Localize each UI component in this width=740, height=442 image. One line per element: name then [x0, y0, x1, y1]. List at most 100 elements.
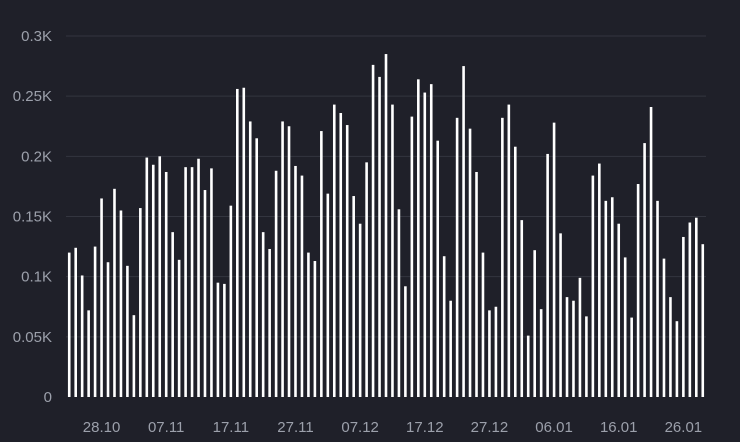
bar — [371, 64, 375, 397]
bar — [80, 275, 84, 397]
bar — [526, 335, 530, 397]
bar — [675, 321, 679, 397]
bar — [391, 104, 394, 397]
bar — [307, 252, 310, 397]
x-tick-label: 17.11 — [213, 419, 249, 436]
bar — [164, 171, 168, 397]
bar — [501, 117, 504, 397]
bar — [449, 300, 452, 397]
bar — [513, 146, 517, 397]
x-tick-label: 27.11 — [277, 419, 313, 436]
bar — [533, 250, 536, 397]
bar — [313, 261, 317, 397]
bar — [255, 138, 259, 397]
bar — [93, 246, 97, 397]
bar — [669, 297, 672, 397]
bar — [332, 104, 336, 397]
bar — [429, 84, 433, 397]
bar — [177, 259, 181, 397]
bar — [662, 258, 666, 397]
bar — [345, 125, 349, 398]
bar — [423, 92, 427, 397]
bar — [74, 247, 77, 397]
bar — [572, 300, 575, 397]
bars — [67, 54, 705, 398]
bar — [145, 157, 149, 397]
x-tick-label: 16.01 — [600, 419, 638, 436]
bar — [507, 104, 511, 397]
bar — [520, 220, 524, 397]
bar — [442, 256, 446, 397]
y-tick-label: 0.3K — [21, 28, 52, 45]
bar — [682, 236, 685, 397]
bar — [352, 196, 355, 397]
y-tick-label: 0.25K — [13, 88, 52, 105]
bar — [468, 128, 472, 397]
bar — [404, 286, 407, 397]
bar — [559, 233, 562, 397]
x-tick-label: 26.01 — [665, 419, 703, 436]
bar — [410, 116, 414, 398]
bar — [300, 175, 304, 397]
bar — [656, 200, 659, 397]
bar — [184, 167, 187, 397]
bar — [546, 153, 549, 397]
bar — [695, 217, 698, 397]
bar — [223, 283, 226, 397]
bar — [649, 107, 653, 397]
bar — [578, 277, 582, 397]
bar — [326, 193, 330, 397]
bar — [236, 88, 239, 397]
bar — [151, 164, 155, 397]
bar — [604, 200, 608, 397]
bar — [565, 297, 569, 397]
bar — [598, 163, 601, 397]
bar — [384, 54, 388, 398]
bar — [630, 317, 633, 397]
bar — [623, 257, 627, 397]
bar — [481, 252, 485, 397]
bar — [139, 208, 142, 397]
bar — [462, 66, 465, 397]
x-axis-ticks: 28.10 07.11 17.11 27.11 07.12 17.12 27.12 06.01… — [83, 419, 702, 436]
x-tick-label: 28.10 — [83, 419, 121, 436]
bar — [688, 222, 692, 397]
bar — [585, 316, 588, 397]
y-axis-ticks: 0 0.05K 0.1K 0.15K 0.2K 0.25K 0.3K — [13, 28, 52, 406]
y-tick-label: 0.15K — [13, 209, 52, 226]
y-tick-label: 0.05K — [13, 329, 52, 346]
bar — [197, 158, 200, 397]
x-tick-label: 07.11 — [148, 419, 184, 436]
bar — [378, 76, 381, 397]
bar — [617, 223, 621, 397]
y-tick-label: 0 — [44, 389, 52, 406]
bar — [320, 131, 323, 397]
bar — [158, 156, 162, 397]
bar — [67, 252, 71, 397]
bar — [190, 167, 194, 397]
bar — [100, 198, 103, 397]
bar — [358, 223, 362, 397]
bar — [539, 309, 543, 397]
bar — [294, 165, 297, 397]
bar — [436, 140, 440, 397]
bar — [643, 143, 646, 397]
bar — [119, 210, 123, 397]
bar — [417, 79, 420, 397]
bar — [365, 162, 368, 397]
bar — [242, 87, 246, 398]
bar — [229, 205, 233, 397]
bar — [126, 265, 129, 397]
bar — [248, 121, 252, 397]
y-tick-label: 0.1K — [21, 269, 52, 286]
bar — [397, 209, 401, 397]
bar — [87, 310, 90, 397]
bar — [701, 244, 705, 397]
x-tick-label: 17.12 — [406, 419, 444, 436]
bar — [488, 310, 491, 397]
bar — [210, 168, 213, 397]
bar — [106, 262, 110, 397]
bar — [171, 232, 174, 397]
bar — [455, 117, 459, 397]
